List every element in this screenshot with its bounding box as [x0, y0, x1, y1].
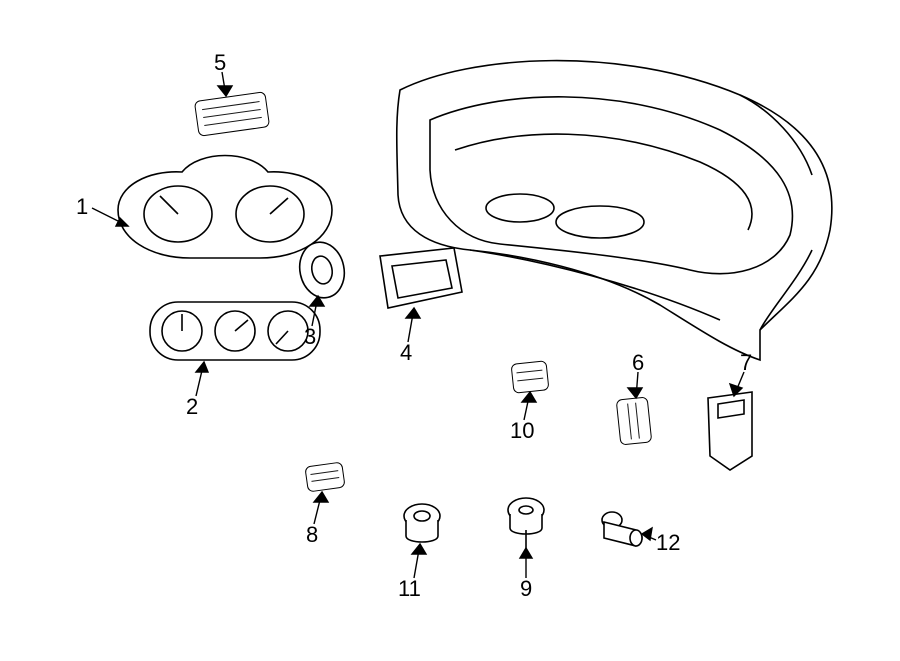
diagram-stage: 1 2 3 4 5 6 7 8 9 10 11 12 [0, 0, 900, 661]
callout-lead-12 [0, 0, 900, 661]
